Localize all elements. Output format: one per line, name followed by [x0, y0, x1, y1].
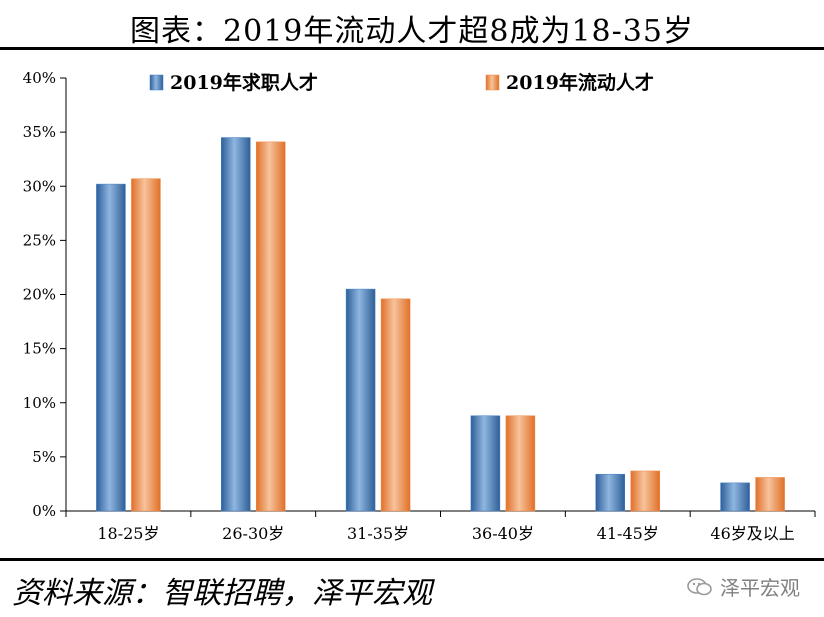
legend-label: 2019年求职人才	[170, 71, 318, 94]
x-tick-label: 36-40岁	[472, 524, 534, 543]
y-tick-label: 40%	[23, 69, 56, 87]
x-tick-label: 18-25岁	[97, 524, 159, 543]
bar-mobile-talent	[505, 415, 536, 512]
legend-swatch	[149, 74, 164, 91]
source-note: 资料来源：智联招聘，泽平宏观	[12, 576, 432, 611]
legend-item: 2019年求职人才	[149, 71, 318, 94]
chart-title: 图表：2019年流动人才超8成为18-35岁	[130, 14, 694, 49]
x-tick-label: 46岁及以上	[710, 524, 794, 543]
bar-mobile-talent	[256, 141, 286, 512]
y-tick-label: 5%	[32, 448, 56, 466]
bar-mobile-talent	[380, 298, 411, 512]
watermark: 泽平宏观	[686, 572, 800, 601]
wechat-icon	[687, 577, 712, 595]
title-divider	[0, 47, 824, 50]
bar-mobile-talent	[630, 470, 660, 512]
y-tick-label: 30%	[23, 177, 56, 195]
bar-mobile-talent	[755, 477, 785, 512]
bar-job-seekers	[96, 183, 126, 512]
bar-job-seekers	[720, 482, 750, 512]
y-tick-label: 15%	[23, 340, 56, 358]
bar-job-seekers	[345, 288, 376, 512]
y-tick-label: 25%	[23, 231, 56, 249]
x-tick-label: 26-30岁	[222, 524, 284, 543]
legend-label: 2019年流动人才	[506, 71, 654, 94]
bar-job-seekers	[595, 473, 625, 512]
x-tick-label: 31-35岁	[347, 524, 409, 543]
bar-mobile-talent	[131, 178, 161, 512]
bar-job-seekers	[221, 137, 251, 512]
x-tick-label: 41-45岁	[597, 524, 659, 543]
bar-job-seekers	[470, 415, 501, 512]
y-tick-label: 20%	[23, 286, 56, 304]
y-tick-label: 0%	[32, 502, 56, 520]
watermark-text: 泽平宏观	[720, 576, 800, 600]
y-tick-label: 35%	[23, 123, 56, 141]
bar-chart: 0% 5% 10% 15% 20% 25% 30% 35% 40% 18-25岁 26-30岁 31-…	[23, 69, 816, 543]
legend-swatch	[485, 74, 500, 91]
source-divider	[0, 558, 824, 561]
legend-item: 2019年流动人才	[485, 71, 654, 94]
y-tick-label: 10%	[23, 394, 56, 412]
